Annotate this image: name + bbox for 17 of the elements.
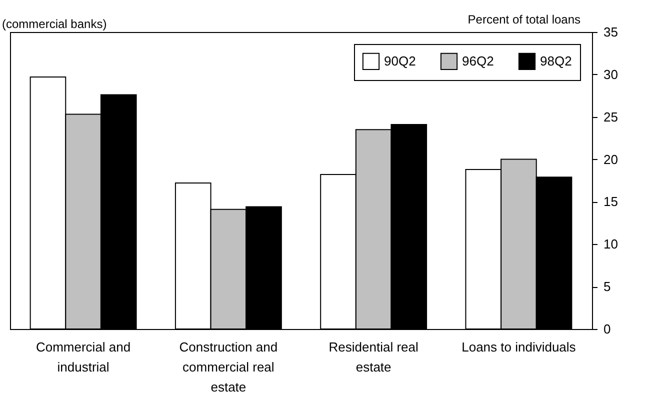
y-tick-label: 5	[604, 279, 611, 294]
y-axis-title: Percent of total loans	[468, 12, 580, 26]
y-tick-label: 10	[604, 236, 618, 252]
y-tick-label: 15	[604, 194, 618, 210]
y-tick-label: 20	[604, 152, 618, 167]
x-tick-label: Residential real estate	[328, 340, 418, 374]
x-tick-label: Construction and commercial real estate	[179, 340, 278, 394]
y-tick-label: 30	[604, 66, 618, 82]
legend-label: 98Q2	[540, 53, 572, 68]
x-tick-label: Commercial and industrial	[36, 340, 131, 374]
chart-subtitle: (commercial banks)	[2, 17, 107, 31]
legend-label: 90Q2	[384, 53, 416, 68]
y-tick-label: 35	[604, 24, 618, 40]
y-tick-label: 0	[604, 322, 611, 336]
x-tick-label: Loans to individuals	[462, 340, 576, 354]
y-tick-label: 25	[604, 109, 618, 124]
legend-label: 96Q2	[462, 53, 494, 68]
